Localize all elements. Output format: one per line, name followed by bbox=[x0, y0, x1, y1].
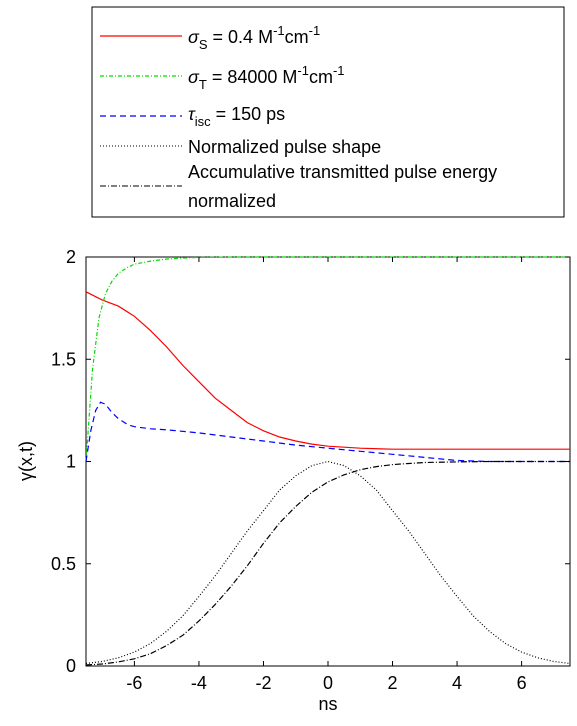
x-axis-label: ns bbox=[318, 694, 337, 714]
legend-label-sigma-t: σT = 84000 M-1cm-1 bbox=[188, 63, 345, 92]
series-line-energy bbox=[85, 460, 570, 666]
x-tick-label: -2 bbox=[255, 673, 271, 693]
plot-area: -6 -4 -2 0 2 4 6 0 0.5 1 1.5 2 bbox=[51, 247, 571, 693]
x-tick-label: -4 bbox=[191, 673, 207, 693]
x-tick-label: -6 bbox=[126, 673, 142, 693]
x-tick-label: 0 bbox=[323, 673, 333, 693]
y-axis: 0 0.5 1 1.5 2 bbox=[51, 247, 570, 676]
x-tick-label: 4 bbox=[452, 673, 462, 693]
series-line-tau_isc bbox=[85, 401, 570, 463]
x-axis: -6 -4 -2 0 2 4 6 bbox=[126, 257, 527, 693]
legend-label-energy-line2: normalized bbox=[188, 191, 276, 211]
y-tick-label: 2 bbox=[66, 247, 76, 267]
legend-box bbox=[91, 6, 565, 218]
y-tick-label: 0.5 bbox=[51, 554, 76, 574]
y-axis-label: γ(x,t) bbox=[16, 441, 36, 481]
y-tick-label: 1 bbox=[66, 452, 76, 472]
legend-label-energy-line1: Accumulative transmitted pulse energy bbox=[188, 162, 497, 182]
x-tick-label: 2 bbox=[388, 673, 398, 693]
legend-label-sigma-s: σS = 0.4 M-1cm-1 bbox=[188, 23, 320, 52]
series-line-sigma_s bbox=[85, 291, 570, 450]
legend: σS = 0.4 M-1cm-1 σT = 84000 M-1cm-1 τisc… bbox=[91, 6, 565, 218]
legend-label-tau-isc: τisc = 150 ps bbox=[188, 104, 285, 129]
x-tick-label: 6 bbox=[517, 673, 527, 693]
legend-label-pulse-shape: Normalized pulse shape bbox=[188, 137, 381, 157]
y-tick-label: 1.5 bbox=[51, 349, 76, 369]
y-tick-label: 0 bbox=[66, 656, 76, 676]
